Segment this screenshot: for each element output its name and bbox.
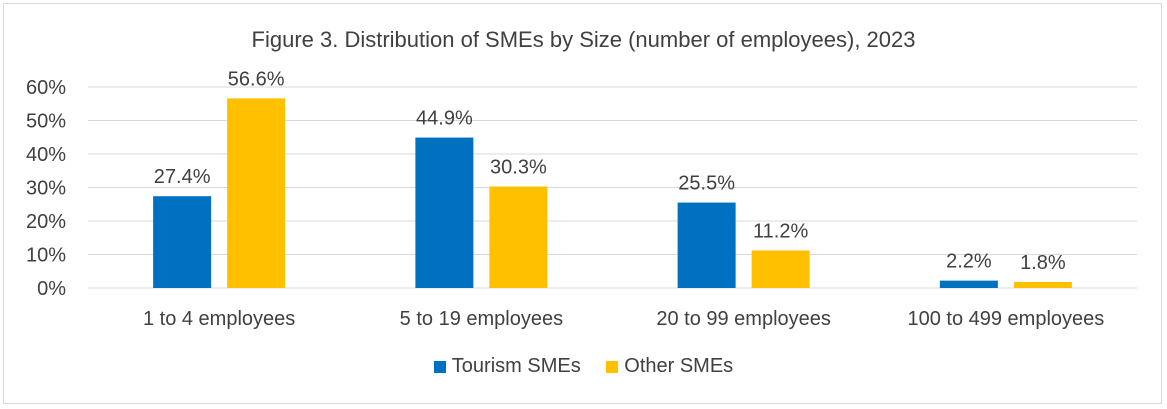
y-tick-label: 30% [26,178,66,200]
bar [939,280,998,288]
bar [1013,281,1072,288]
data-label: 2.2% [946,251,992,273]
y-tick-label: 10% [26,245,66,267]
legend-swatch-tourism-smes [433,360,446,373]
y-tick-label: 60% [26,77,66,99]
data-label: 27.4% [154,166,211,188]
bar [153,196,212,288]
y-tick-label: 0% [37,278,66,300]
data-label: 44.9% [416,108,473,130]
x-tick-label: 5 to 19 employees [400,308,563,330]
legend-item-tourism-smes: Tourism SMEs [433,355,581,378]
legend-item-other-smes: Other SMEs [606,355,733,378]
bar [415,137,474,288]
y-tick-label: 50% [26,111,66,133]
bar [489,186,548,288]
legend-swatch-other-smes [606,360,619,373]
chart-title: Figure 3. Distribution of SMEs by Size (… [251,27,916,52]
chart-legend: Tourism SMEs Other SMEs [0,355,1167,379]
data-label: 30.3% [490,156,547,178]
y-tick-label: 20% [26,211,66,233]
data-label: 56.6% [228,68,285,90]
data-label: 11.2% [753,220,808,242]
y-tick-label: 40% [26,144,66,166]
bar [751,250,810,288]
bar [677,202,736,288]
data-label: 1.8% [1020,252,1066,274]
data-label: 25.5% [678,173,735,195]
x-tick-label: 1 to 4 employees [143,308,295,330]
x-tick-label: 20 to 99 employees [656,308,831,330]
legend-label-tourism-smes: Tourism SMEs [451,355,581,377]
x-tick-label: 100 to 499 employees [907,308,1104,330]
legend-label-other-smes: Other SMEs [624,355,734,377]
bar [227,98,286,288]
